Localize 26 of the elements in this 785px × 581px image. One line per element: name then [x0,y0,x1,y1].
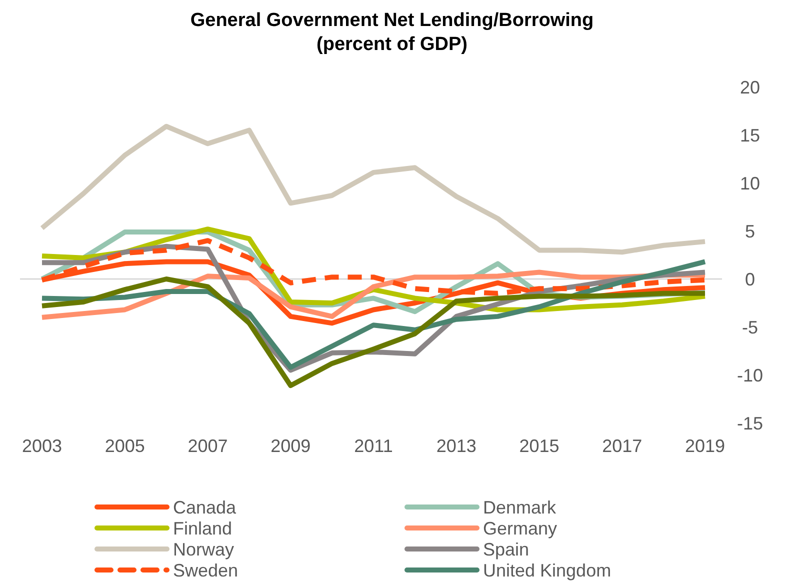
legend-label: Norway [173,539,234,560]
legend-label: Sweden [173,560,238,580]
legend-label: Finland [173,518,232,538]
chart-title: General Government Net Lending/Borrowing (percent of GDP) [190,10,594,55]
y-tick-label: 10 [740,173,760,194]
y-tick-label: 5 [744,221,756,242]
legend-label: Denmark [483,497,558,518]
x-tick-label: 2005 [104,436,145,456]
x-tick-label: 2009 [270,436,311,456]
y-tick-label: -15 [736,413,764,434]
x-tick-label: 2017 [602,436,642,456]
y-tick-label: -10 [736,365,764,386]
y-tick-label: -5 [742,317,758,338]
legend-label: Canada [173,497,238,518]
x-tick-label: 2007 [188,436,228,456]
y-tick-label: 20 [740,77,760,98]
y-tick-label: 0 [744,269,756,290]
x-tick-label: 2011 [354,436,393,456]
x-tick-label: 2019 [684,436,726,456]
y-tick-label: 15 [740,125,760,146]
x-tick-label: 2015 [519,436,560,456]
x-tick-label: 2013 [436,436,476,456]
x-tick-label: 2003 [22,436,62,456]
legend-label: United Kingdom [483,560,612,580]
legend-label: Spain [483,539,530,560]
legend-label: Germany [483,518,558,538]
